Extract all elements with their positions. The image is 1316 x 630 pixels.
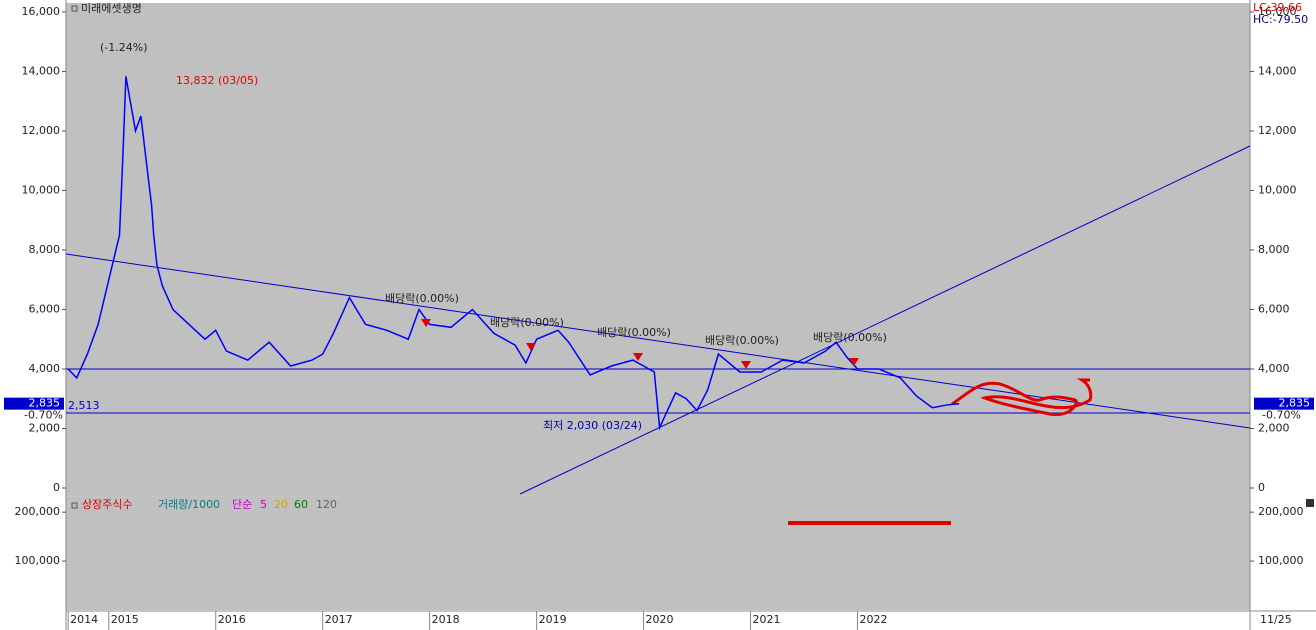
annotation: 배당락(0.00%) — [813, 331, 887, 344]
legend-item: 120 — [316, 498, 337, 511]
dividend-marker — [421, 319, 431, 327]
volume-title: 상장주식수 — [82, 498, 133, 511]
y-tick-label: 6,000 — [1258, 302, 1290, 315]
date-label: 11/25 — [1260, 613, 1292, 626]
y-tick-label: 10,000 — [1258, 183, 1297, 196]
panel-icon — [71, 5, 78, 12]
y-tick-label: 200,000 — [1258, 505, 1304, 518]
panel-icon — [71, 502, 78, 509]
dividend-marker — [526, 343, 536, 351]
x-tick-label: 2015 — [111, 613, 139, 626]
x-tick-label: 2014 — [70, 613, 98, 626]
legend-item: 거래량/1000 — [158, 498, 220, 511]
y-tick-label: 2,000 — [29, 421, 61, 434]
annotation: 배당락(0.00%) — [705, 334, 779, 347]
x-tick-label: 2016 — [218, 613, 246, 626]
annotation: 최저 2,030 (03/24) — [543, 419, 642, 432]
x-tick-label: 2021 — [753, 613, 781, 626]
y-tick-label: 100,000 — [15, 554, 61, 567]
x-tick-label: 2020 — [646, 613, 674, 626]
y-tick-label: 4,000 — [1258, 362, 1290, 375]
legend-item: 단순 — [232, 498, 252, 511]
annotation: 배당락(0.00%) — [385, 292, 459, 305]
y-tick-label: 4,000 — [29, 362, 61, 375]
last-price-box — [4, 397, 64, 410]
y-tick-label: 100,000 — [1258, 554, 1304, 567]
y-tick-label: 0 — [53, 481, 60, 494]
y-tick-label: 0 — [1258, 481, 1265, 494]
annotation: 2,513 — [68, 399, 100, 412]
x-tick-label: 2022 — [859, 613, 887, 626]
annotation: 배당락(0.00%) — [597, 326, 671, 339]
legend-item: 20 — [274, 498, 288, 511]
y-tick-label: 8,000 — [1258, 243, 1290, 256]
x-tick-label: 2019 — [539, 613, 567, 626]
annotation: (-1.24%) — [100, 41, 148, 54]
y-tick-label: 6,000 — [29, 302, 61, 315]
last-price-box — [1254, 397, 1314, 410]
annotation: 배당락(0.00%) — [490, 316, 564, 329]
y-tick-label: 200,000 — [15, 505, 61, 518]
y-tick-label: 14,000 — [1258, 64, 1297, 77]
last-price-label: 2,835 — [29, 397, 61, 410]
volume-panel — [66, 497, 1250, 610]
trend-line — [519, 145, 1251, 495]
hand-drawn-squiggle — [951, 378, 1093, 417]
trend-line — [65, 253, 1251, 429]
y-tick-label: 10,000 — [22, 183, 61, 196]
legend-item: 60 — [294, 498, 308, 511]
y-tick-label: 12,000 — [22, 124, 61, 137]
y-tick-label: 12,000 — [1258, 124, 1297, 137]
annotation: LC:39.66 — [1253, 1, 1302, 14]
y-tick-label: 16,000 — [22, 5, 61, 18]
y-tick-label: 2,000 — [1258, 421, 1290, 434]
change-label: -0.70% — [24, 409, 63, 422]
legend-item: 5 — [260, 498, 267, 511]
x-tick-label: 2018 — [432, 613, 460, 626]
chart-title: 미래에셋생명 — [81, 2, 142, 15]
price-line — [67, 76, 960, 431]
annotation: 13,832 (03/05) — [176, 74, 258, 87]
y-tick-label: 8,000 — [29, 243, 61, 256]
y-tick-label: 16,000 — [1258, 5, 1297, 18]
change-label: -0.70% — [1262, 409, 1301, 422]
x-tick-label: 2017 — [325, 613, 353, 626]
y-tick-label: 14,000 — [22, 64, 61, 77]
dividend-marker — [849, 358, 859, 366]
close-button[interactable] — [1306, 499, 1314, 507]
dividend-marker — [633, 353, 643, 361]
dividend-marker — [741, 361, 751, 369]
annotation: HC:-79.50 — [1253, 13, 1308, 26]
last-price-label: 2,835 — [1279, 397, 1311, 410]
